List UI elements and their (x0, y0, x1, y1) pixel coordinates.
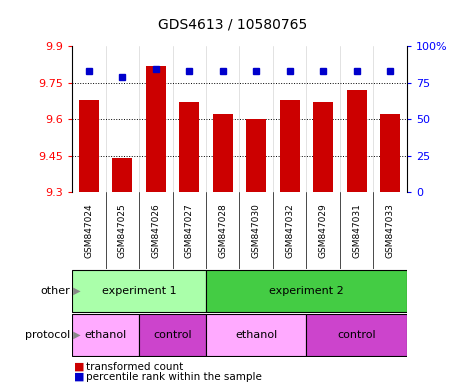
Text: ■: ■ (74, 372, 85, 382)
Bar (306, 314, 407, 356)
Text: GSM847031: GSM847031 (352, 203, 361, 258)
Text: GSM847024: GSM847024 (84, 203, 93, 258)
Bar (79, 99, 99, 192)
Bar (380, 114, 400, 192)
Bar (246, 119, 266, 192)
Text: GSM847029: GSM847029 (319, 203, 328, 258)
Text: experiment 2: experiment 2 (269, 286, 344, 296)
Bar (146, 66, 166, 192)
Bar (279, 99, 300, 192)
Bar (213, 114, 233, 192)
Bar (72, 270, 206, 312)
Text: other: other (40, 286, 70, 296)
Text: control: control (337, 330, 376, 340)
Text: GDS4613 / 10580765: GDS4613 / 10580765 (158, 17, 307, 31)
Text: ▶: ▶ (70, 286, 80, 296)
Text: ethanol: ethanol (85, 330, 126, 340)
Text: ■: ■ (74, 362, 85, 372)
Bar (206, 314, 306, 356)
Text: transformed count: transformed count (86, 362, 183, 372)
Bar (179, 102, 199, 192)
Text: GSM847028: GSM847028 (218, 203, 227, 258)
Text: experiment 1: experiment 1 (102, 286, 176, 296)
Text: control: control (153, 330, 192, 340)
Text: GSM847030: GSM847030 (252, 203, 261, 258)
Bar (206, 270, 407, 312)
Bar (313, 102, 333, 192)
Text: GSM847033: GSM847033 (385, 203, 395, 258)
Bar (112, 158, 133, 192)
Bar (72, 314, 139, 356)
Text: GSM847025: GSM847025 (118, 203, 127, 258)
Text: ethanol: ethanol (235, 330, 277, 340)
Text: GSM847032: GSM847032 (285, 203, 294, 258)
Text: protocol: protocol (25, 330, 70, 340)
Text: GSM847026: GSM847026 (151, 203, 160, 258)
Text: ▶: ▶ (70, 330, 80, 340)
Text: GSM847027: GSM847027 (185, 203, 194, 258)
Text: percentile rank within the sample: percentile rank within the sample (86, 372, 262, 382)
Bar (346, 90, 367, 192)
Bar (139, 314, 206, 356)
